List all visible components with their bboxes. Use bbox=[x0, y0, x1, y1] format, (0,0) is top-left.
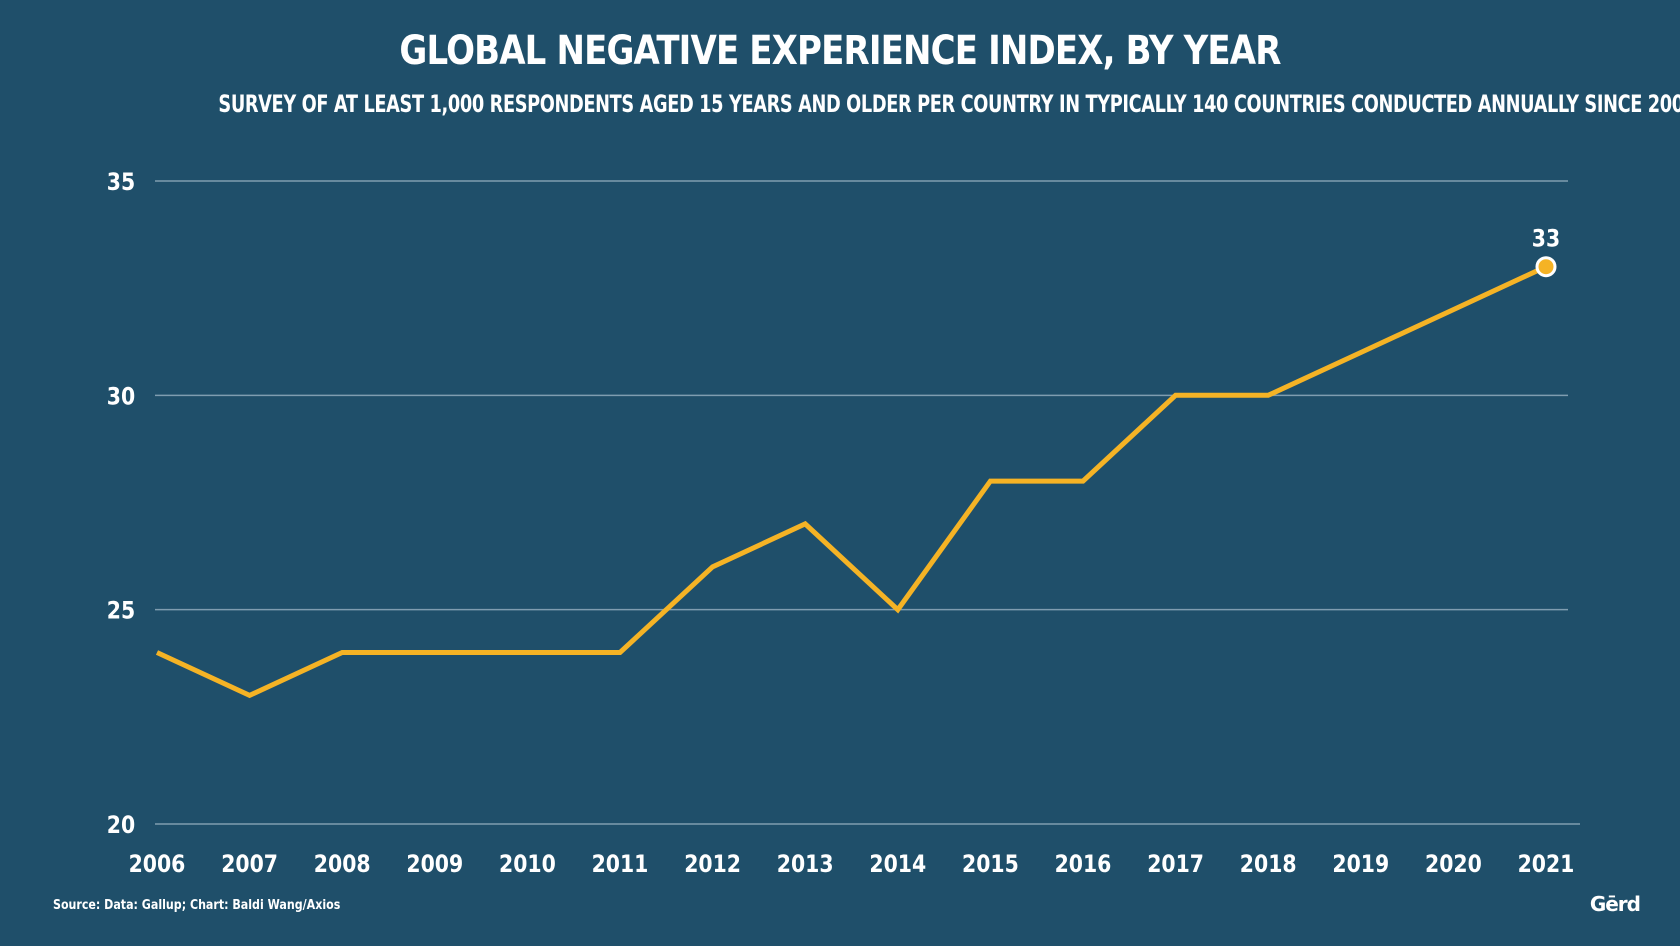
chart-subtitle: SURVEY OF AT LEAST 1,000 RESPONDENTS AGE… bbox=[218, 90, 1680, 118]
x-tick-label: 2009 bbox=[406, 850, 463, 878]
y-tick-label: 25 bbox=[107, 597, 135, 625]
x-tick-label: 2011 bbox=[592, 850, 649, 878]
y-tick-label: 30 bbox=[107, 383, 135, 411]
y-tick-label: 20 bbox=[107, 811, 135, 839]
x-tick-label: 2016 bbox=[1055, 850, 1112, 878]
x-tick-label: 2013 bbox=[777, 850, 834, 878]
x-tick-label: 2010 bbox=[499, 850, 556, 878]
y-tick-label: 35 bbox=[107, 168, 135, 196]
x-tick-label: 2018 bbox=[1240, 850, 1297, 878]
series-line bbox=[155, 264, 1548, 699]
x-tick-label: 2021 bbox=[1518, 850, 1575, 878]
x-tick-label: 2015 bbox=[962, 850, 1019, 878]
data-label: 33 bbox=[1532, 225, 1560, 253]
x-tick-label: 2007 bbox=[221, 850, 278, 878]
x-tick-label: 2020 bbox=[1425, 850, 1482, 878]
brand-logo: Gērd bbox=[1589, 892, 1641, 916]
chart-title: GLOBAL NEGATIVE EXPERIENCE INDEX, BY YEA… bbox=[399, 28, 1281, 74]
x-tick-label: 2017 bbox=[1147, 850, 1204, 878]
x-tick-label: 2008 bbox=[314, 850, 371, 878]
x-tick-label: 2012 bbox=[684, 850, 741, 878]
x-tick-label: 2014 bbox=[869, 850, 926, 878]
source-note: Source: Data: Gallup; Chart: Baldi Wang/… bbox=[53, 898, 341, 913]
x-tick-label: 2019 bbox=[1332, 850, 1389, 878]
data-point-marker bbox=[1535, 256, 1557, 278]
x-tick-label: 2006 bbox=[129, 850, 186, 878]
